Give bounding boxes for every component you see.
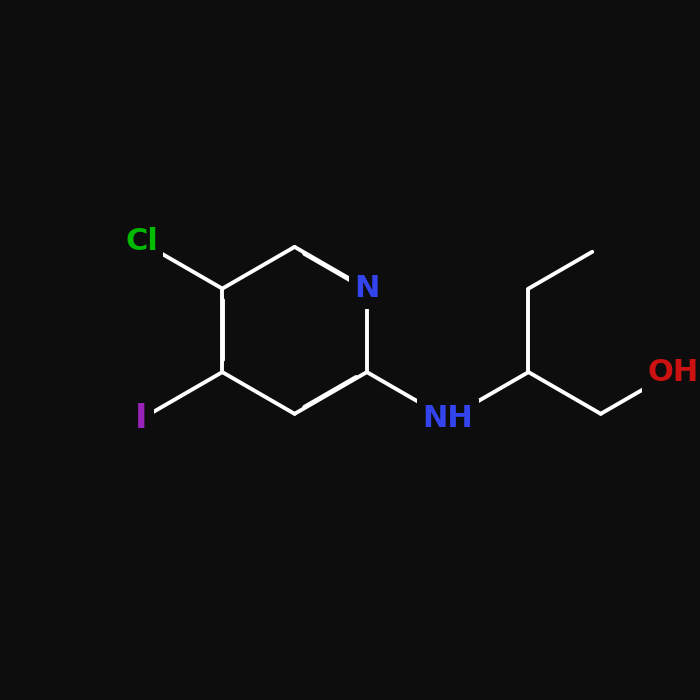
Text: I: I (135, 402, 148, 435)
Text: NH: NH (422, 404, 473, 433)
Text: OH: OH (648, 358, 699, 386)
Text: Cl: Cl (125, 228, 158, 256)
Text: N: N (354, 274, 379, 303)
